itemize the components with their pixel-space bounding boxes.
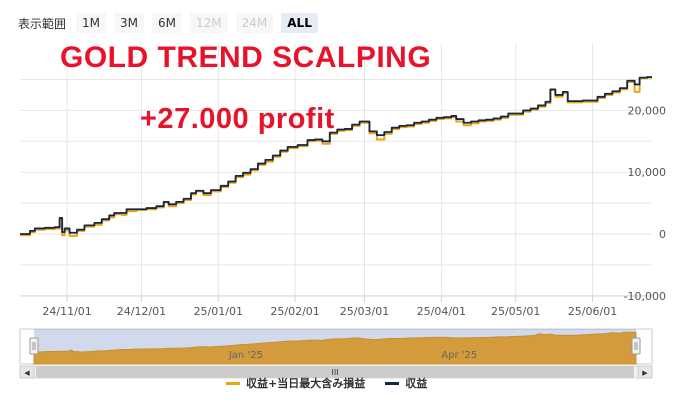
range-button-6m[interactable]: 6M: [152, 13, 183, 33]
chart-legend: 収益+当日最大含み損益 収益: [226, 375, 427, 391]
legend-swatch-total: [226, 381, 240, 385]
navigator-label: Apr '25: [441, 350, 477, 361]
overlay-title: GOLD TREND SCALPING: [60, 41, 432, 74]
scroll-left-icon: ◀: [24, 369, 30, 377]
legend-item-total[interactable]: 収益+当日最大含み損益: [226, 375, 365, 391]
overlay-subtitle: +27.000 profit: [140, 103, 335, 135]
range-selector: 表示範囲 1M 3M 6M 12M 24M ALL: [18, 13, 318, 33]
scrollbar-right-button[interactable]: [637, 365, 653, 379]
range-button-1m[interactable]: 1M: [76, 13, 107, 33]
navigator-label: Jan '25: [228, 350, 263, 361]
x-tick-label: 24/12/01: [117, 305, 166, 318]
series-line-profit: [20, 76, 652, 235]
navigator-handle-right[interactable]: [631, 337, 641, 355]
navigator-handle-left[interactable]: [29, 337, 39, 355]
scrollbar-left-button[interactable]: [19, 365, 35, 379]
navigator-area: [33, 331, 637, 365]
range-button-all[interactable]: ALL: [281, 13, 318, 33]
range-button-3m[interactable]: 3M: [114, 13, 145, 33]
x-tick-label: 25/04/01: [417, 305, 466, 318]
y-tick-label: 20,000: [628, 104, 667, 117]
y-tick-label: 10,000: [628, 166, 667, 179]
legend-swatch-profit: [385, 381, 400, 385]
range-button-24m: 24M: [235, 13, 274, 33]
scrollbar-thumb[interactable]: [36, 366, 634, 378]
y-tick-label: -10,000: [624, 290, 666, 303]
y-tick-label: 0: [659, 228, 666, 241]
legend-label-profit: 収益: [405, 377, 428, 390]
x-tick-label: 25/03/01: [340, 305, 389, 318]
x-tick-label: 25/02/01: [270, 305, 319, 318]
x-tick-label: 25/06/01: [568, 305, 617, 318]
series-line-total: [20, 76, 652, 237]
legend-item-profit[interactable]: 収益: [385, 375, 427, 391]
range-button-12m: 12M: [190, 13, 228, 33]
legend-label-total: 収益+当日最大含み損益: [246, 377, 366, 390]
range-selector-label: 表示範囲: [18, 16, 67, 31]
scroll-right-icon: ▶: [642, 369, 648, 377]
x-tick-label: 24/11/01: [42, 305, 91, 318]
x-tick-label: 25/05/01: [491, 305, 540, 318]
x-tick-label: 25/01/01: [194, 305, 243, 318]
scroll-grip-icon: III: [331, 368, 338, 377]
